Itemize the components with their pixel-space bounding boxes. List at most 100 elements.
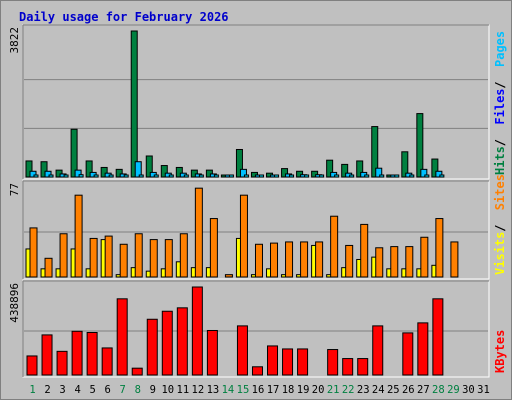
bar-hits-day-10 <box>160 165 168 178</box>
panel-hits_files_pages-axis-max: 3822 <box>8 27 21 54</box>
day-label-16: 16 <box>252 384 265 396</box>
day-label-7: 7 <box>120 384 126 396</box>
bar-hits-day-6 <box>100 166 108 178</box>
day-label-8: 8 <box>135 384 141 396</box>
bar-sites-day-2 <box>44 257 53 278</box>
day-label-11: 11 <box>177 384 190 396</box>
bar-sites-day-26 <box>405 246 414 278</box>
bar-kbytes-day-17 <box>267 345 279 376</box>
bar-kbytes-day-4 <box>71 330 83 376</box>
panel-kbytes-axis-max: 438896 <box>8 283 21 323</box>
bar-kbytes-day-23 <box>357 358 369 376</box>
day-label-30: 30 <box>462 384 475 396</box>
day-label-20: 20 <box>312 384 325 396</box>
bar-pages-day-9 <box>153 174 159 178</box>
day-label-31: 31 <box>477 384 490 396</box>
bar-hits-day-28 <box>431 158 439 178</box>
bar-pages-day-12 <box>198 174 204 178</box>
bar-pages-day-6 <box>108 174 114 178</box>
bar-files-day-8 <box>134 161 142 178</box>
day-label-15: 15 <box>237 384 250 396</box>
bar-hits-day-1 <box>25 160 33 178</box>
day-label-26: 26 <box>402 384 415 396</box>
bar-hits-day-21 <box>326 159 334 178</box>
day-label-13: 13 <box>207 384 220 396</box>
bar-sites-day-13 <box>209 218 218 278</box>
bar-kbytes-day-12 <box>191 286 203 376</box>
bar-hits-day-24 <box>371 126 379 178</box>
bar-pages-day-3 <box>63 174 69 178</box>
bar-sites-day-16 <box>254 243 263 278</box>
bar-sites-day-24 <box>375 247 384 278</box>
bar-hits-day-5 <box>85 160 93 178</box>
bar-kbytes-day-21 <box>327 349 339 376</box>
bar-files-day-27 <box>420 168 428 178</box>
bar-files-day-28 <box>435 170 443 178</box>
bar-sites-day-5 <box>89 237 98 278</box>
day-label-9: 9 <box>150 384 156 396</box>
bar-pages-day-15 <box>243 174 249 178</box>
bar-sites-day-21 <box>330 215 339 278</box>
day-label-5: 5 <box>89 384 95 396</box>
day-label-4: 4 <box>74 384 80 396</box>
bar-sites-day-3 <box>59 233 68 278</box>
day-label-21: 21 <box>327 384 340 396</box>
bar-pages-day-16 <box>258 174 264 178</box>
day-label-2: 2 <box>44 384 50 396</box>
day-label-27: 27 <box>417 384 430 396</box>
day-label-10: 10 <box>161 384 174 396</box>
bar-kbytes-day-3 <box>56 350 68 376</box>
day-label-25: 25 <box>387 384 400 396</box>
bar-sites-day-23 <box>360 223 369 278</box>
bar-kbytes-day-8 <box>131 367 143 376</box>
bar-sites-day-1 <box>29 227 38 278</box>
bar-sites-day-20 <box>315 241 324 278</box>
bar-sites-day-8 <box>134 233 143 278</box>
day-label-24: 24 <box>372 384 385 396</box>
day-label-6: 6 <box>105 384 111 396</box>
legend-pages: Pages <box>493 31 507 67</box>
bar-pages-day-1 <box>33 174 39 178</box>
bar-kbytes-day-26 <box>402 332 414 376</box>
bar-sites-day-15 <box>239 194 248 278</box>
bar-pages-day-25 <box>394 174 400 178</box>
bar-sites-day-29 <box>450 241 459 278</box>
bar-hits-day-18 <box>281 168 289 178</box>
bar-kbytes-day-19 <box>297 348 309 376</box>
legend-hits: Hits <box>493 146 507 175</box>
day-label-12: 12 <box>192 384 205 396</box>
bar-pages-day-8 <box>138 174 144 178</box>
bar-sites-day-28 <box>435 218 444 278</box>
bar-pages-day-19 <box>304 174 310 178</box>
bar-pages-day-23 <box>364 174 370 178</box>
bar-pages-day-24 <box>379 174 385 178</box>
bar-hits-day-20 <box>311 170 319 178</box>
bar-sites-day-25 <box>390 246 399 278</box>
bar-hits-day-22 <box>341 163 349 178</box>
legend-separator: / <box>493 225 507 232</box>
bar-pages-day-27 <box>424 174 430 178</box>
bar-pages-day-2 <box>48 174 54 178</box>
legend-sites: Sites <box>493 174 507 210</box>
bar-hits-day-9 <box>145 155 153 178</box>
bar-kbytes-day-9 <box>146 318 158 376</box>
bar-sites-day-27 <box>420 236 429 278</box>
legend-files: Files <box>493 88 507 124</box>
bar-sites-day-9 <box>149 239 158 278</box>
bar-kbytes-day-6 <box>101 347 113 376</box>
bar-sites-day-17 <box>270 242 279 278</box>
bar-sites-day-4 <box>74 194 83 278</box>
bar-sites-day-7 <box>119 243 128 278</box>
bar-kbytes-day-15 <box>236 325 248 376</box>
legend-visits: Visits <box>493 232 507 275</box>
bar-kbytes-day-27 <box>417 322 429 376</box>
bar-kbytes-day-13 <box>206 329 218 376</box>
bar-kbytes-day-2 <box>41 334 53 376</box>
bar-files-day-1 <box>29 170 37 178</box>
bar-sites-day-22 <box>345 244 354 278</box>
day-label-18: 18 <box>282 384 295 396</box>
bar-kbytes-day-18 <box>282 348 294 376</box>
bar-files-day-24 <box>375 167 383 178</box>
bar-hits-day-8 <box>130 30 138 178</box>
